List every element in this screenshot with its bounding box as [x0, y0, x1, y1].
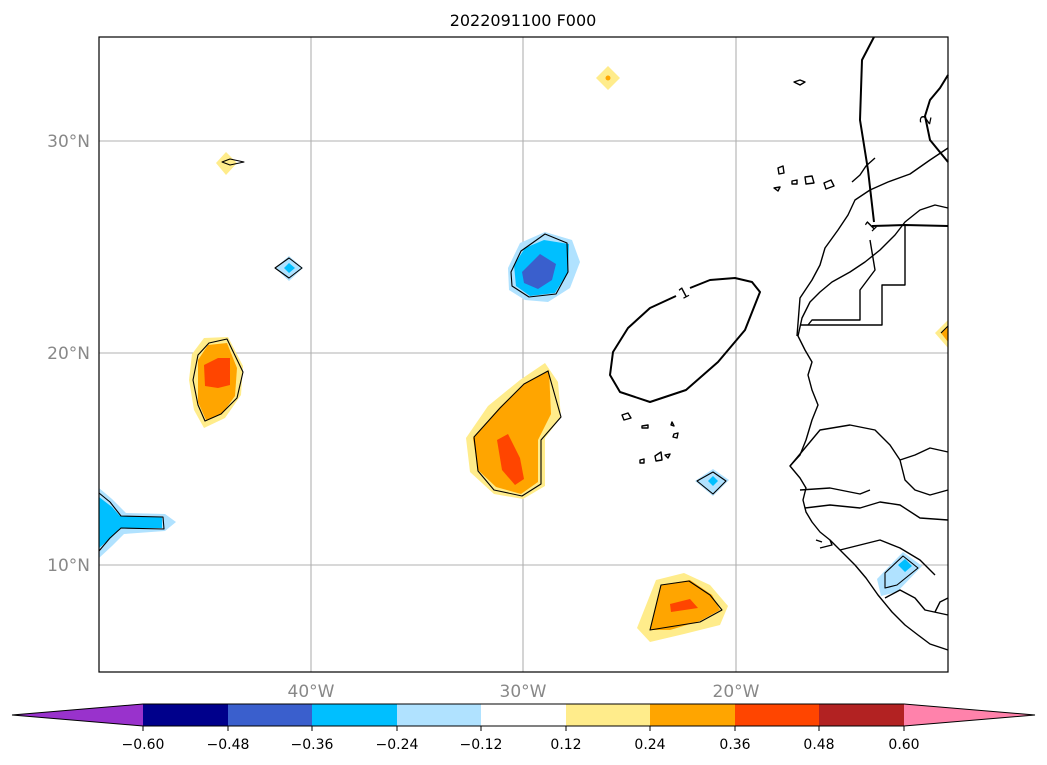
contour-12w: [884, 555, 919, 589]
longitude-labels: 40°W 30°W 20°W: [288, 682, 760, 702]
border-sierra-leone: [884, 589, 949, 616]
colorbar-under-triangle: [12, 704, 143, 726]
lat-label-30n: 30°N: [47, 132, 90, 152]
coastlines-and-borders: [621, 79, 949, 651]
colorbar-segment-9: [819, 704, 904, 726]
bijagos-islands: [815, 539, 833, 549]
border-liberia: [934, 597, 949, 613]
negative-spot-41w-core: [284, 263, 295, 273]
colorbar-tick-3: −0.36: [291, 737, 334, 753]
cape-verde-island-4: [672, 432, 679, 439]
colorbar-tick-1: −0.60: [122, 737, 165, 753]
border-western-sahara: [800, 225, 906, 326]
contour-30w: [473, 370, 562, 497]
colorbar-tick-10: 0.60: [888, 737, 919, 753]
negative-spot-12w-core: [898, 559, 912, 572]
border-gambia: [799, 487, 871, 495]
colorbar-segment-2: [228, 704, 312, 726]
colorbar-tick-8: 0.36: [719, 737, 750, 753]
colorbar-segment-3: [312, 704, 397, 726]
morocco-coast-north: [851, 157, 876, 183]
positive-blob-45w-core: [204, 358, 230, 388]
border-mali: [899, 459, 949, 496]
colorbar-tick-marks: [142, 726, 905, 731]
bold-contour-1-northeast: [859, 36, 875, 223]
latitude-labels: 30°N 20°N 10°N: [47, 132, 90, 576]
thin-contours: [98, 158, 949, 631]
positive-blob-23w-core: [670, 599, 698, 612]
canary-island-3: [804, 175, 815, 185]
lon-label-40w: 40°W: [288, 682, 335, 702]
colorbar-segment-4: [397, 704, 481, 726]
border-guinea-bissau: [804, 501, 949, 521]
colorbar-tick-6: 0.12: [550, 737, 581, 753]
contour-east-edge: [940, 325, 949, 334]
colorbar-tick-2: −0.48: [207, 737, 250, 753]
negative-spot-12w: [877, 552, 922, 596]
canary-island-2: [791, 179, 798, 185]
map-title: 2022091100 F000: [450, 11, 597, 30]
positive-blob-30w-core: [497, 434, 524, 485]
cape-verde-island-7: [664, 453, 671, 459]
canary-island-5: [773, 186, 781, 192]
border-mauritania-north: [807, 239, 876, 326]
contour-21w: [696, 471, 727, 495]
morocco-coastline: [796, 147, 949, 337]
lat-label-10n: 10°N: [47, 556, 90, 576]
colorbar-over-triangle: [904, 704, 1035, 726]
bold-contour-2: [924, 74, 949, 163]
contour-23w: [649, 580, 723, 631]
positive-spot-east-edge-core: [941, 326, 948, 342]
positive-spot-26w-core: [605, 75, 611, 81]
bold-contour-1-east: [871, 224, 949, 227]
negative-area-west-mid: [99, 497, 162, 548]
lat-label-20n: 20°N: [47, 344, 90, 364]
madeira-island: [793, 79, 806, 86]
filled-anomaly-areas: [99, 66, 948, 642]
contour-west-edge: [98, 492, 165, 552]
lon-label-20w: 20°W: [713, 682, 760, 702]
colorbar-tick-9: 0.48: [803, 737, 834, 753]
colorbar-segment-5: [481, 704, 566, 726]
colorbar-segment-6: [566, 704, 650, 726]
colorbar-segment-8: [735, 704, 819, 726]
negative-spot-21w-core: [708, 476, 718, 486]
cape-verde-island-5: [639, 458, 645, 464]
border-senegal-north: [789, 424, 949, 467]
canary-island-1: [777, 165, 785, 175]
colorbar-tick-5: −0.12: [460, 737, 503, 753]
positive-blob-30w-mid: [473, 370, 551, 494]
cape-verde-island-1: [621, 412, 632, 421]
colorbar: −0.60 −0.48 −0.36 −0.24 −0.12 0.12 0.24 …: [11, 703, 1036, 753]
bold-contour-1-central: [609, 277, 761, 403]
contour-29w: [510, 233, 569, 298]
west-africa-coastline: [789, 204, 949, 651]
negative-blob-29w-core: [522, 254, 556, 289]
border-guinea: [839, 539, 936, 576]
cape-verde-island-3: [670, 421, 675, 427]
canary-island-4: [823, 179, 835, 190]
cape-verde-island-6: [654, 451, 663, 462]
gridlines: [99, 37, 948, 672]
cape-verde-island-2: [641, 424, 649, 429]
colorbar-segment-1: [143, 704, 228, 726]
positive-spot-east-edge: [935, 320, 948, 348]
map-frame: [98, 36, 949, 673]
contour-label-2: 2: [916, 113, 936, 126]
colorbar-segment-7: [650, 704, 735, 726]
lon-label-30w: 30°W: [500, 682, 547, 702]
colorbar-tick-7: 0.24: [634, 737, 665, 753]
contour-41w: [274, 257, 303, 279]
map-panel: 1 2 1: [98, 36, 949, 673]
colorbar-tick-4: −0.24: [376, 737, 419, 753]
contour-45w: [192, 338, 244, 422]
contour-44w: [221, 158, 245, 166]
